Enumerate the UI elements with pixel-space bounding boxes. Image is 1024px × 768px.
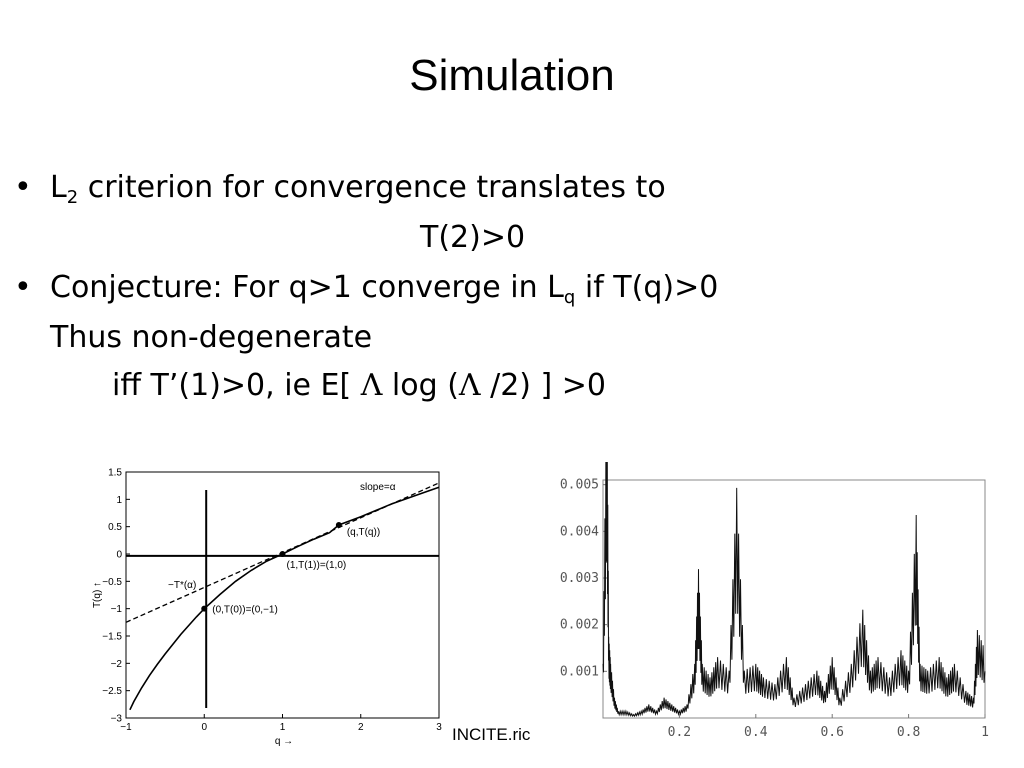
y-tick-label: −2.5: [102, 686, 122, 697]
footer-text: INCITE.ric: [452, 725, 531, 744]
bullet-1-pre: L: [50, 170, 67, 205]
y-tick-label: −2: [111, 659, 123, 670]
x-tick-label: 1: [280, 722, 286, 733]
bullet-2-line-3: iff T’(1)>0, ie E[ Λ log (Λ /2) ] >0: [112, 366, 606, 406]
density-plot: 0.2 0.4 0.6 0.8 1 0.005 0.004 0.003 0.002 0.001: [560, 462, 989, 740]
y-tick-label: 0.005: [560, 478, 599, 493]
bullet-1-text: L2 criterion for convergence translates …: [50, 168, 666, 218]
y-tick-label: 0: [116, 550, 122, 561]
x-tick-label: 0.4: [744, 725, 768, 740]
x-tick-label: −1: [120, 722, 132, 733]
plot-frame: [602, 479, 986, 719]
point-label: (1,T(1))=(1,0): [287, 560, 347, 571]
lambda-symbol-2: Λ: [458, 368, 481, 403]
y-tick-label: 0.002: [560, 618, 599, 633]
x-tick-label: 0.6: [820, 725, 843, 740]
tq-curve-plot: −1 0 1 2 3 1.5 1 0.5 0 −0.5 −1 −1.5 −2 −2.5 −3 (0,T(0)…: [92, 468, 442, 748]
y-tick-label: 0.004: [560, 524, 599, 539]
curve-point: [335, 522, 342, 529]
slope-annotation: slope=α: [360, 482, 396, 493]
y-tick-label: 1.5: [108, 468, 122, 479]
x-tick-label: 2: [358, 722, 364, 733]
lambda-symbol-1: Λ: [360, 368, 383, 403]
y-tick-label: −0.5: [102, 577, 122, 588]
x-tick-label: 0.8: [897, 725, 920, 740]
x-tick-label: 1: [981, 725, 989, 740]
x-tick-label: 3: [436, 722, 442, 733]
y-tick-label: 0.001: [560, 664, 599, 679]
bullet-2-pre: Conjecture: For q>1 converge in L: [50, 270, 564, 305]
density-series-line: [602, 462, 986, 718]
bullet-2-line-3-c: /2) ] >0: [480, 368, 607, 403]
point-label: (0,T(0))=(0,−1): [212, 605, 278, 616]
bullet-dot-2: •: [14, 270, 32, 305]
bullet-1-sub: 2: [66, 187, 79, 208]
bullet-2-sub: q: [563, 287, 576, 308]
plot-frame: [125, 471, 440, 719]
x-tick-label: 0.2: [668, 725, 691, 740]
curve-point: [201, 605, 208, 612]
y-tick-label: 0.003: [560, 571, 599, 586]
x-axis-label: q →: [275, 736, 293, 747]
bullet-2-line-2: Thus non-degenerate: [50, 320, 373, 355]
x-tick-label: 0: [201, 722, 207, 733]
point-label: (q,T(q)): [347, 527, 380, 538]
tstar-annotation: −T*(α): [168, 580, 196, 591]
y-axis-label: T(q) ↑: [92, 582, 103, 608]
y-tick-label: 0.5: [108, 522, 122, 533]
y-tick-label: −1: [111, 604, 123, 615]
bullet-dot-1: •: [14, 170, 32, 205]
tq-curve: [129, 486, 440, 711]
bullet-1-formula: T(2)>0: [420, 220, 526, 255]
bullet-2-text: Conjecture: For q>1 converge in Lq if T(…: [50, 268, 718, 318]
bullet-2-line-3-b: log (: [382, 368, 459, 403]
y-tick-label: 1: [116, 495, 122, 506]
y-tick-label: −3: [111, 714, 123, 725]
bullet-1-post: criterion for convergence translates to: [78, 170, 666, 205]
bullet-2-line-3-a: iff T’(1)>0, ie E[: [112, 368, 361, 403]
bullet-2-post: if T(q)>0: [575, 270, 719, 305]
slide-title: Simulation: [409, 51, 615, 100]
y-tick-label: −1.5: [102, 632, 122, 643]
curve-point: [279, 551, 286, 557]
